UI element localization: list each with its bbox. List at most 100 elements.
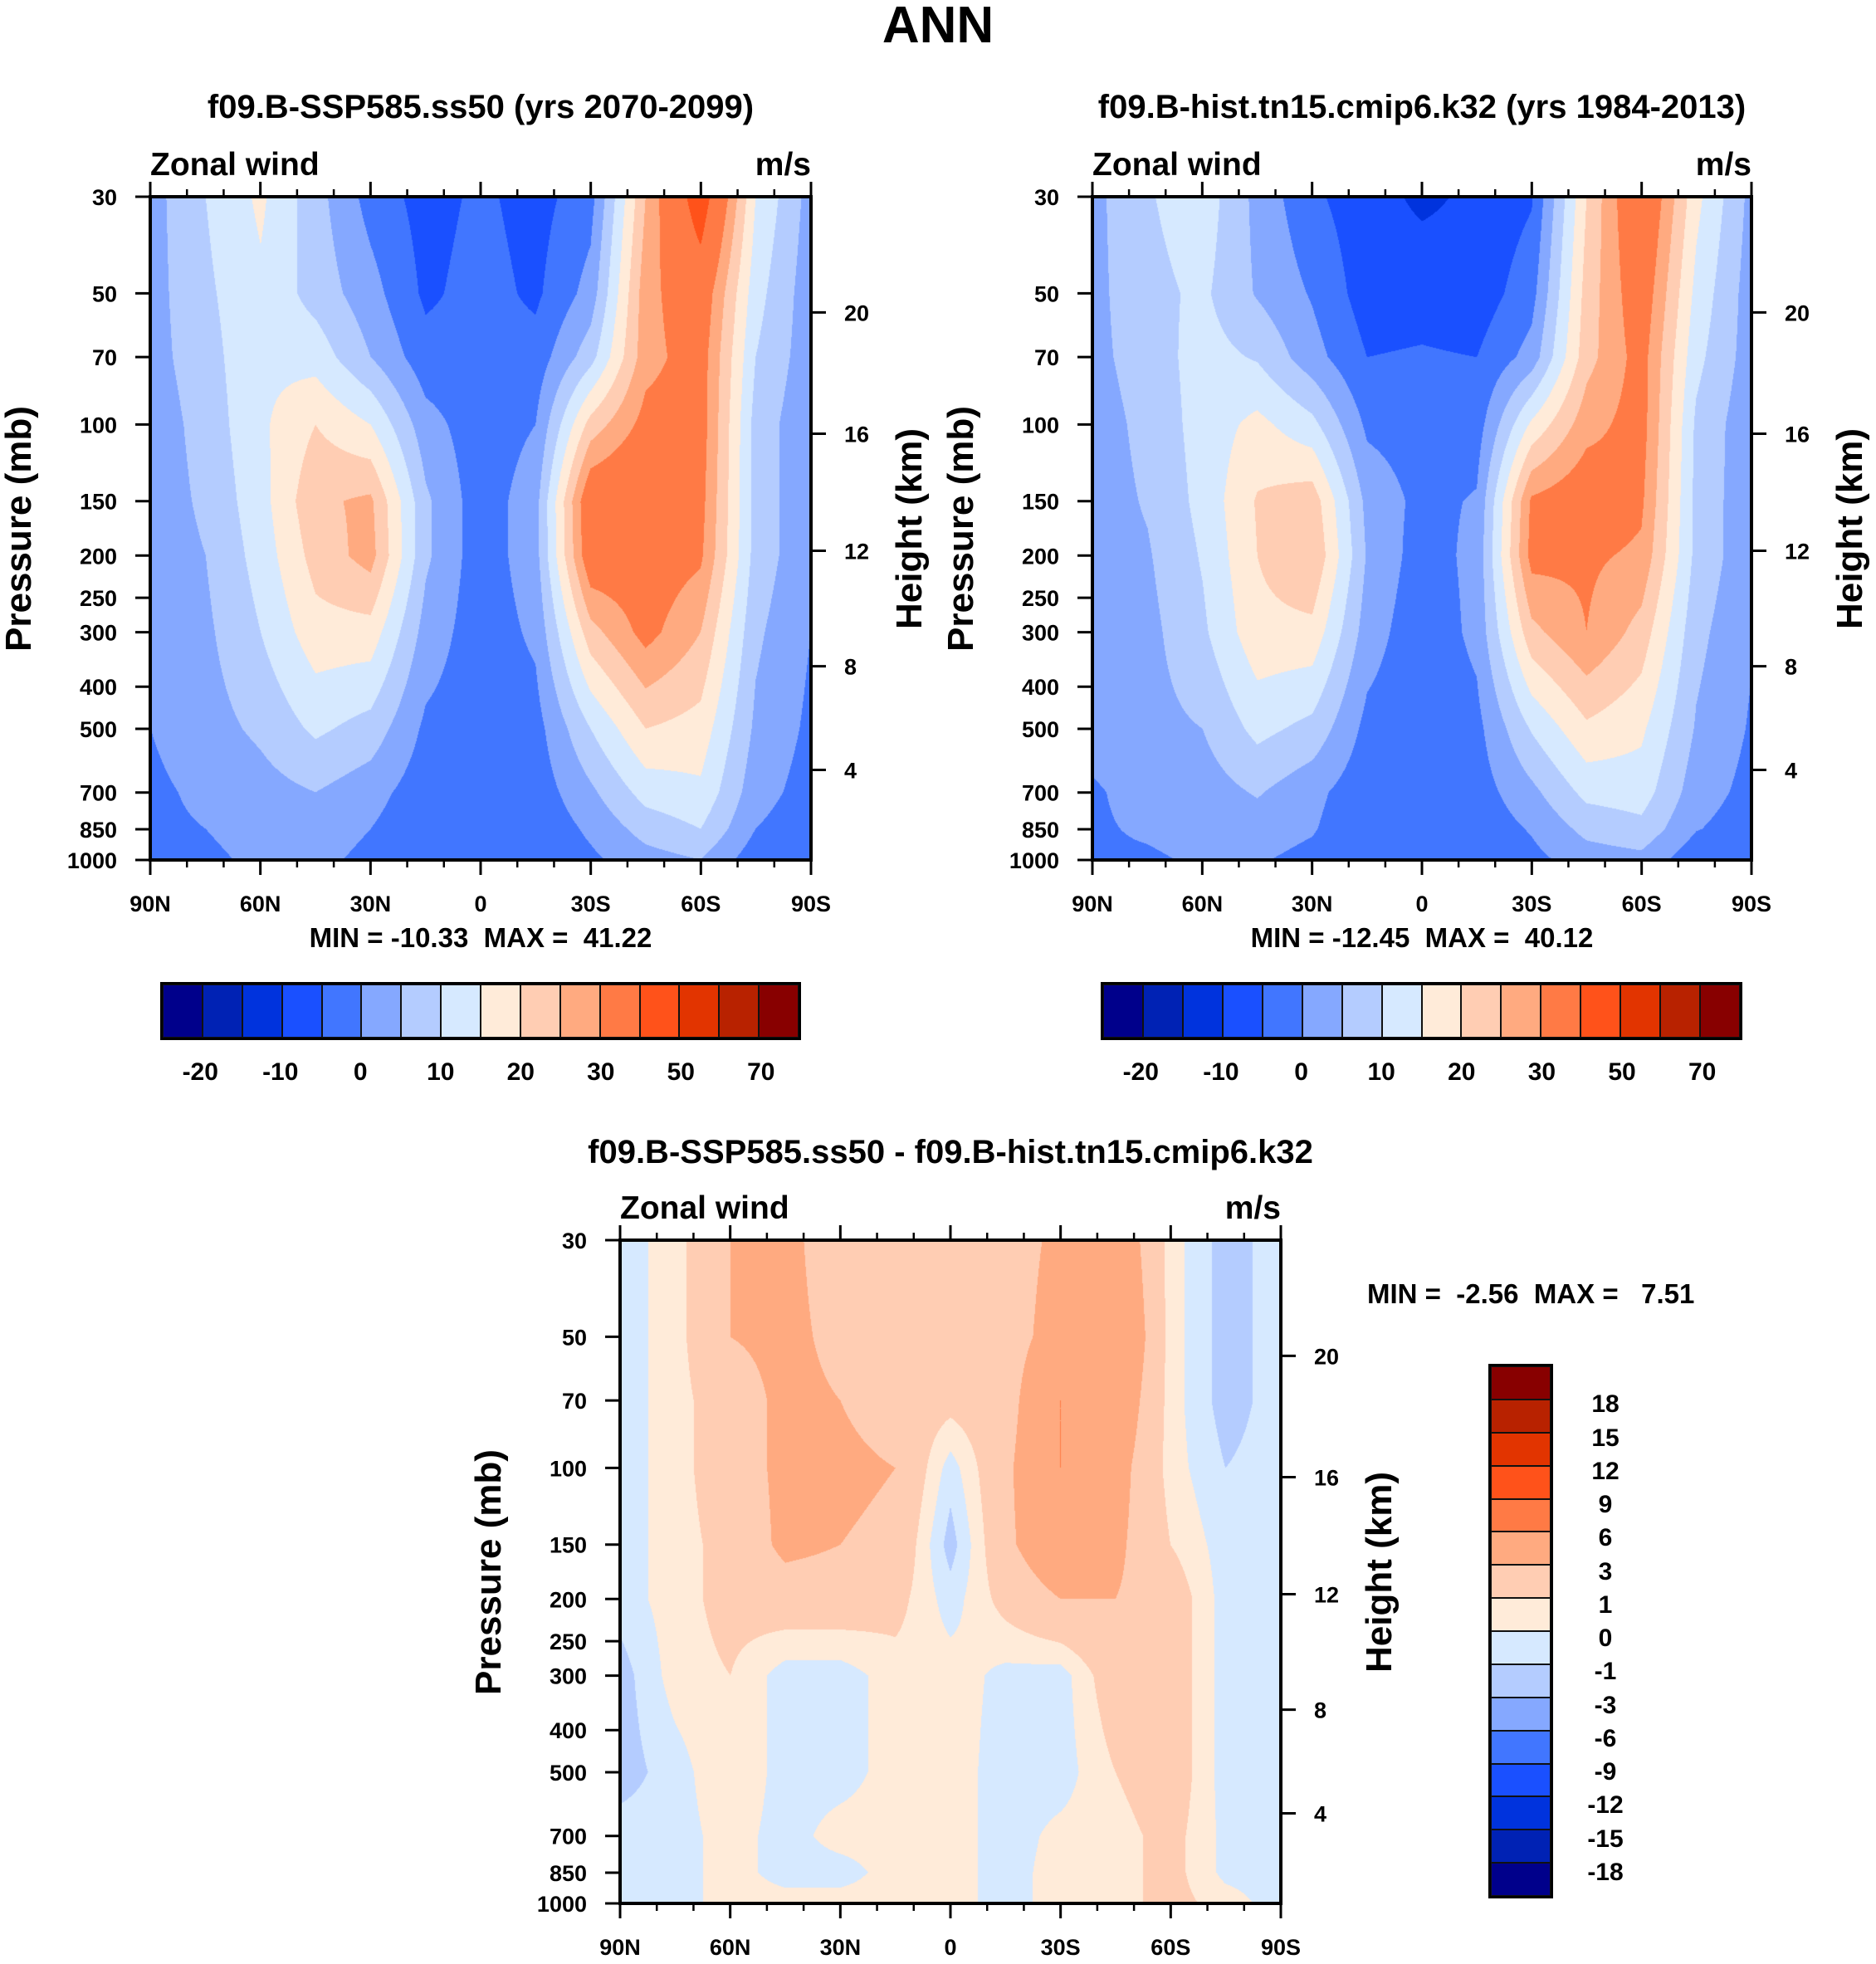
colorbar-label: -18 (1587, 1858, 1624, 1886)
y-tick-label: 70 (1034, 345, 1059, 370)
colorbar-swatch (1341, 984, 1382, 1038)
y-tick-label: 500 (1022, 717, 1059, 742)
height-tick-label: 12 (844, 540, 869, 564)
y-tick-label: 50 (92, 281, 117, 306)
y-tick-label: 100 (1022, 413, 1059, 437)
colorbar-swatch (1700, 984, 1740, 1038)
colorbar-swatch (202, 984, 242, 1038)
colorbar-label: 18 (1591, 1390, 1620, 1419)
colorbar-label: 30 (1527, 1058, 1556, 1086)
colorbar-swatch (1491, 1863, 1551, 1896)
units-label: m/s (1695, 147, 1751, 183)
y-tick-label: 1000 (1009, 848, 1059, 873)
height-tick-label: 16 (1314, 1465, 1339, 1490)
panel-title: f09.B-SSP585.ss50 (yrs 2070-2099) (207, 89, 755, 125)
y-axis-right-label: Height (km) (1830, 427, 1870, 629)
colorbar-swatch (759, 984, 799, 1038)
x-tick-label: 60S (1151, 1935, 1190, 1960)
variable-label: Zonal wind (150, 147, 320, 183)
colorbar-swatch (719, 984, 760, 1038)
panel-title: f09.B-SSP585.ss50 - f09.B-hist.tn15.cmip… (588, 1134, 1313, 1170)
colorbar-swatch (321, 984, 362, 1038)
units-label: m/s (755, 147, 811, 183)
x-tick-label: 30S (1041, 1935, 1081, 1960)
colorbar-swatch (1491, 1598, 1551, 1631)
y-tick-label: 300 (80, 621, 117, 646)
y-tick-label: 100 (550, 1456, 587, 1481)
colorbar-swatch (520, 984, 560, 1038)
height-tick-label: 20 (1314, 1344, 1339, 1369)
x-tick-label: 30N (1292, 892, 1333, 916)
y-tick-label: 50 (1034, 281, 1059, 306)
height-tick-label: 8 (844, 655, 857, 680)
y-tick-label: 700 (550, 1825, 587, 1849)
colorbar-swatch (1491, 1763, 1551, 1797)
colorbar-swatch (1620, 984, 1661, 1038)
y-tick-label: 700 (80, 781, 117, 806)
colorbar-hist (1101, 982, 1742, 1040)
y-tick-label: 70 (92, 345, 117, 370)
y-tick-label: 400 (80, 675, 117, 700)
colorbar-label: -6 (1594, 1724, 1617, 1752)
x-tick-label: 60N (240, 892, 281, 916)
colorbar-swatch (1491, 1366, 1551, 1400)
panel-ssp585: f09.B-SSP585.ss50 (yrs 2070-2099) Zonal … (0, 89, 930, 953)
plot-frame (618, 1238, 1282, 1905)
colorbar-swatch (242, 984, 282, 1038)
y-tick-label: 500 (550, 1761, 587, 1786)
y-tick-label: 700 (1022, 781, 1059, 806)
plot-axes: 90N 60N 30N 0 30S 60S 90S 30 50 70 100 150 200 250 300… (67, 182, 869, 916)
y-tick-label: 50 (562, 1325, 587, 1350)
colorbar-swatch (1262, 984, 1302, 1038)
colorbar-swatch (1491, 1730, 1551, 1764)
colorbar-label: 0 (353, 1058, 368, 1086)
y-tick-label: 850 (80, 818, 117, 843)
colorbar-swatch (281, 984, 322, 1038)
y-axis-label: Pressure (mb) (468, 1449, 509, 1695)
colorbar-swatch (1491, 1399, 1551, 1433)
height-tick-label: 16 (844, 422, 869, 447)
x-tick-label: 90N (129, 892, 171, 916)
colorbar-label: -3 (1594, 1691, 1617, 1719)
colorbar-label: 12 (1591, 1457, 1620, 1485)
colorbar-swatch (1491, 1432, 1551, 1466)
colorbar-label: 6 (1598, 1524, 1613, 1552)
y-tick-label: 300 (550, 1664, 587, 1689)
colorbar-swatch (1491, 1631, 1551, 1664)
min-max-label: MIN = -12.45 MAX = 40.12 (1250, 922, 1594, 953)
colorbar-label: 50 (667, 1058, 695, 1086)
y-tick-label: 400 (550, 1718, 587, 1743)
colorbar-label: 1 (1598, 1590, 1613, 1619)
colorbar-swatch (1541, 984, 1581, 1038)
colorbar-swatch (163, 984, 203, 1038)
x-tick-label: 30N (820, 1935, 862, 1960)
colorbar-swatch (1381, 984, 1422, 1038)
colorbar-label: -15 (1587, 1825, 1624, 1853)
units-label: m/s (1224, 1190, 1281, 1226)
colorbar-swatch (1222, 984, 1263, 1038)
y-tick-label: 400 (1022, 675, 1059, 700)
colorbar-swatch (1491, 1465, 1551, 1499)
contour-field (150, 197, 811, 860)
colorbar-swatch (361, 984, 402, 1038)
y-axis-right-label: Height (km) (889, 427, 930, 629)
contour-field (1092, 197, 1751, 860)
y-tick-label: 70 (562, 1389, 587, 1414)
colorbar-label: 20 (506, 1058, 535, 1086)
y-tick-label: 30 (92, 185, 117, 210)
colorbar-swatch (401, 984, 442, 1038)
plot-frame (149, 195, 813, 862)
x-tick-label: 60N (1182, 892, 1224, 916)
colorbar-difference (1488, 1364, 1553, 1898)
y-tick-label: 250 (1022, 586, 1059, 611)
panel-difference: f09.B-SSP585.ss50 - f09.B-hist.tn15.cmip… (468, 1134, 1400, 1960)
panel-title: f09.B-hist.tn15.cmip6.k32 (yrs 1984-2013… (1097, 89, 1747, 125)
colorbar-label: 9 (1598, 1491, 1613, 1518)
x-tick-label: 0 (1415, 892, 1428, 916)
colorbar-label: 10 (427, 1058, 455, 1086)
height-tick-label: 4 (844, 758, 857, 783)
y-tick-label: 200 (80, 544, 117, 569)
min-max-label-difference: MIN = -2.56 MAX = 7.51 (1367, 1278, 1695, 1309)
colorbar-label: 0 (1598, 1624, 1613, 1652)
colorbar-label: 0 (1294, 1058, 1308, 1086)
